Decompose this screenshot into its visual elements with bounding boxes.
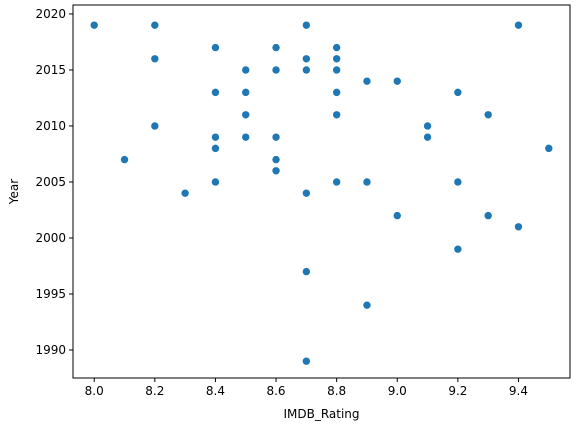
data-point	[514, 21, 523, 29]
data-point	[120, 155, 129, 164]
data-point	[211, 43, 220, 52]
data-point	[332, 178, 341, 186]
data-point	[151, 55, 159, 63]
y-axis-ticks: 1990 1995 2000 2005 2010 2015 2020	[35, 7, 73, 357]
data-point	[332, 43, 341, 52]
data-point	[423, 122, 432, 130]
data-point	[302, 267, 311, 276]
data-point	[272, 167, 280, 175]
data-point	[242, 88, 250, 97]
x-tick-label: 8.6	[266, 384, 285, 398]
x-axis-label: IMDB_Rating	[283, 407, 359, 421]
data-point	[302, 21, 311, 29]
x-tick-label: 9.0	[388, 384, 407, 398]
y-tick-label: 2005	[35, 175, 66, 189]
data-point	[332, 66, 341, 74]
data-point	[211, 88, 220, 97]
y-tick-label: 1990	[35, 343, 66, 357]
y-tick-label: 1995	[35, 287, 66, 301]
data-point	[302, 55, 311, 63]
x-axis-ticks: 8.0 8.2 8.4 8.6 8.8 9.0 9.2 9.4	[85, 378, 528, 398]
data-point	[393, 211, 401, 220]
data-point	[332, 55, 341, 63]
data-point	[545, 144, 553, 153]
data-point	[272, 133, 280, 141]
data-point	[332, 88, 341, 97]
x-tick-label: 8.2	[145, 384, 164, 398]
data-point	[363, 178, 371, 186]
data-point	[514, 223, 523, 231]
data-point	[332, 111, 341, 119]
data-point	[302, 66, 311, 74]
data-point	[302, 357, 311, 365]
data-point	[242, 133, 250, 141]
x-tick-label: 9.2	[448, 384, 467, 398]
x-tick-label: 8.8	[327, 384, 346, 398]
points-layer	[90, 21, 553, 365]
data-point	[90, 21, 98, 29]
data-point	[454, 245, 462, 253]
plot-frame	[72, 4, 571, 379]
data-point	[242, 111, 250, 119]
data-point	[151, 21, 159, 29]
data-point	[151, 122, 159, 130]
data-point	[363, 301, 371, 309]
data-point	[211, 133, 220, 141]
data-point	[211, 178, 220, 186]
x-tick-label: 9.4	[509, 384, 528, 398]
data-point	[484, 111, 492, 119]
data-point	[211, 144, 220, 153]
y-tick-label: 2000	[35, 231, 66, 245]
x-tick-label: 8.4	[206, 384, 225, 398]
data-point	[272, 43, 280, 52]
data-point	[302, 189, 311, 197]
data-point	[242, 66, 250, 74]
data-point	[484, 211, 492, 220]
data-point	[272, 66, 280, 74]
y-tick-label: 2020	[35, 7, 66, 21]
y-tick-label: 2015	[35, 63, 66, 77]
y-tick-label: 2010	[35, 119, 66, 133]
data-point	[363, 77, 371, 85]
data-point	[272, 155, 280, 164]
data-point	[181, 189, 189, 197]
data-point	[423, 133, 432, 141]
data-point	[454, 178, 462, 186]
data-point	[454, 88, 462, 97]
data-point	[393, 77, 401, 85]
y-axis-label: Year	[7, 179, 21, 205]
x-tick-label: 8.0	[85, 384, 104, 398]
